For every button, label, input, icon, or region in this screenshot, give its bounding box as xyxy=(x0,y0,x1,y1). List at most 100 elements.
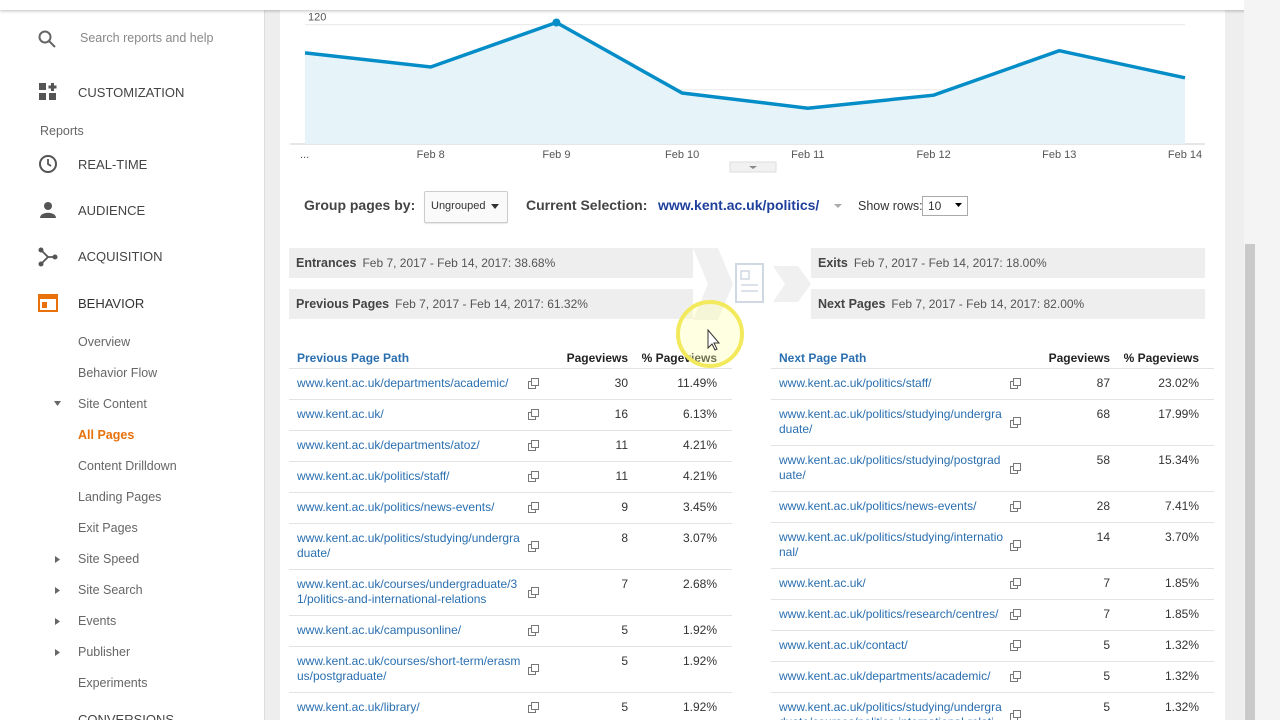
open-link-icon[interactable] xyxy=(527,625,539,636)
realtime-icon xyxy=(39,155,57,173)
open-link-icon[interactable] xyxy=(527,378,539,389)
open-link-icon[interactable] xyxy=(527,409,539,420)
page-path-link[interactable]: www.kent.ac.uk/politics/staff/ xyxy=(779,376,932,390)
x-tick-label: ... xyxy=(300,149,309,161)
expand-arrow xyxy=(55,556,60,563)
open-link-icon[interactable] xyxy=(1009,501,1021,512)
pageviews: 7 xyxy=(1103,607,1110,621)
top-bar xyxy=(0,0,1255,10)
pageviews: 14 xyxy=(1096,530,1110,544)
open-link-icon[interactable] xyxy=(527,440,539,451)
audience-icon xyxy=(40,202,56,218)
open-link-icon[interactable] xyxy=(527,663,539,675)
nav-section[interactable]: CONVERSIONS xyxy=(78,712,175,720)
nav-section[interactable]: AUDIENCE xyxy=(78,203,146,218)
page-path-link[interactable]: www.kent.ac.uk/politics/news-events/ xyxy=(297,500,495,514)
open-link-icon[interactable] xyxy=(527,586,539,598)
page-path-link[interactable]: www.kent.ac.uk/politics/studying/postgra… xyxy=(779,453,1001,482)
rows-select[interactable]: 10 xyxy=(922,196,968,216)
page-path-link[interactable]: www.kent.ac.uk/politics/studying/undergr… xyxy=(779,407,1002,436)
selection-value[interactable]: www.kent.ac.uk/politics/ xyxy=(658,197,820,213)
page-path-link[interactable]: www.kent.ac.uk/politics/studying/interna… xyxy=(779,530,1004,559)
open-link-icon[interactable] xyxy=(1009,609,1021,620)
page-path-link[interactable]: www.kent.ac.uk/courses/undergraduate/31/… xyxy=(297,577,518,606)
page-path-link[interactable]: www.kent.ac.uk/library/ xyxy=(297,700,420,714)
icon-cell xyxy=(1006,369,1024,399)
nav-item[interactable]: Overview xyxy=(78,335,131,349)
page-path-link[interactable]: www.kent.ac.uk/politics/studying/undergr… xyxy=(297,531,520,560)
page-path-link[interactable]: www.kent.ac.uk/politics/research/centres… xyxy=(779,607,999,621)
exits-box: Exits Feb 7, 2017 - Feb 14, 2017: 18.00% xyxy=(811,248,1205,278)
nav-item[interactable]: Behavior Flow xyxy=(78,366,158,380)
customization-link[interactable]: CUSTOMIZATION xyxy=(78,85,185,100)
nav-item[interactable]: Site Speed xyxy=(78,552,140,566)
nav-section[interactable]: ACQUISITION xyxy=(78,249,163,264)
percent-pageviews: 17.99% xyxy=(1158,407,1199,421)
icon-cell xyxy=(524,647,542,692)
icon-cell xyxy=(1006,523,1024,568)
page-path-link[interactable]: www.kent.ac.uk/campusonline/ xyxy=(297,623,462,637)
nav-section[interactable]: REAL-TIME xyxy=(78,157,148,172)
nav-item[interactable]: Site Search xyxy=(78,583,143,597)
table-row: www.kent.ac.uk/courses/undergraduate/31/… xyxy=(289,570,732,616)
nav-item[interactable]: Experiments xyxy=(78,676,148,690)
open-link-icon[interactable] xyxy=(527,502,539,513)
open-link-icon[interactable] xyxy=(1009,640,1021,651)
open-link-icon[interactable] xyxy=(1009,578,1021,589)
nav-item[interactable]: All Pages xyxy=(78,428,135,442)
x-tick-label: Feb 10 xyxy=(665,149,699,161)
open-link-icon[interactable] xyxy=(1009,671,1021,682)
nav-item[interactable]: Landing Pages xyxy=(78,490,162,504)
open-link-icon[interactable] xyxy=(527,471,539,482)
table-row: www.kent.ac.uk/departments/academic/30 11… xyxy=(289,369,732,400)
page-path-link[interactable]: www.kent.ac.uk/courses/short-term/erasmu… xyxy=(297,654,521,683)
pageviews: 5 xyxy=(1103,700,1110,714)
open-link-icon[interactable] xyxy=(1009,539,1021,551)
group-select[interactable]: Ungrouped xyxy=(424,191,508,223)
chart-toggle-arrow xyxy=(749,166,757,169)
page-path-link[interactable]: www.kent.ac.uk/politics/studying/undergr… xyxy=(779,700,1002,720)
dropdown-arrow xyxy=(955,203,962,207)
percent-pageviews: 23.02% xyxy=(1158,376,1199,390)
nav-item[interactable]: Content Drilldown xyxy=(78,459,177,473)
percent-pageviews: 4.21% xyxy=(682,438,717,452)
nav-section[interactable]: BEHAVIOR xyxy=(78,296,145,311)
page-path-link[interactable]: www.kent.ac.uk/departments/atoz/ xyxy=(297,438,480,452)
page-path-link[interactable]: www.kent.ac.uk/contact/ xyxy=(779,638,908,652)
nav-item[interactable]: Site Content xyxy=(78,397,147,411)
open-link-icon[interactable] xyxy=(1009,462,1021,474)
page-path-link[interactable]: www.kent.ac.uk/departments/academic/ xyxy=(779,669,991,683)
search-input[interactable]: Search reports and help xyxy=(80,31,214,45)
entrances-value: Feb 7, 2017 - Feb 14, 2017: 38.68% xyxy=(362,256,556,270)
x-tick-label: Feb 11 xyxy=(791,149,824,161)
nav-item[interactable]: Events xyxy=(78,614,117,628)
page-path-link[interactable]: www.kent.ac.uk/politics/news-events/ xyxy=(779,499,977,513)
icon-cell xyxy=(524,693,542,720)
search-icon xyxy=(38,30,56,48)
pageviews: 9 xyxy=(621,500,628,514)
open-link-icon[interactable] xyxy=(527,702,539,713)
open-link-icon[interactable] xyxy=(1009,378,1021,389)
header-row: Previous Page Path Pageviews % Pageviews xyxy=(289,347,732,369)
open-link-icon[interactable] xyxy=(1009,709,1021,720)
expand-icon xyxy=(55,587,60,594)
pageviews: 5 xyxy=(621,623,628,637)
open-link-icon[interactable] xyxy=(1009,416,1021,428)
page-path-link[interactable]: www.kent.ac.uk/ xyxy=(779,576,866,590)
icon-cell xyxy=(524,462,542,492)
column-header: Pageviews xyxy=(1048,350,1110,365)
expand-arrow xyxy=(54,401,61,406)
percent-pageviews: 3.07% xyxy=(682,531,717,545)
page-path-link[interactable]: www.kent.ac.uk/departments/academic/ xyxy=(297,376,509,390)
table-row: www.kent.ac.uk/politics/studying/interna… xyxy=(771,523,1214,569)
behavior-icon xyxy=(38,294,58,312)
page-path-link[interactable]: www.kent.ac.uk/ xyxy=(297,407,384,421)
scrollbar-thumb[interactable] xyxy=(1245,244,1255,720)
page-path-link[interactable]: www.kent.ac.uk/politics/staff/ xyxy=(297,469,450,483)
icon-cell xyxy=(524,616,542,646)
next-pages-table: Next Page Path Pageviews % Pageviews www.ke… xyxy=(771,347,1214,720)
nav-item[interactable]: Publisher xyxy=(78,645,131,659)
open-link-icon[interactable] xyxy=(527,540,539,552)
nav-item[interactable]: Exit Pages xyxy=(78,521,138,535)
